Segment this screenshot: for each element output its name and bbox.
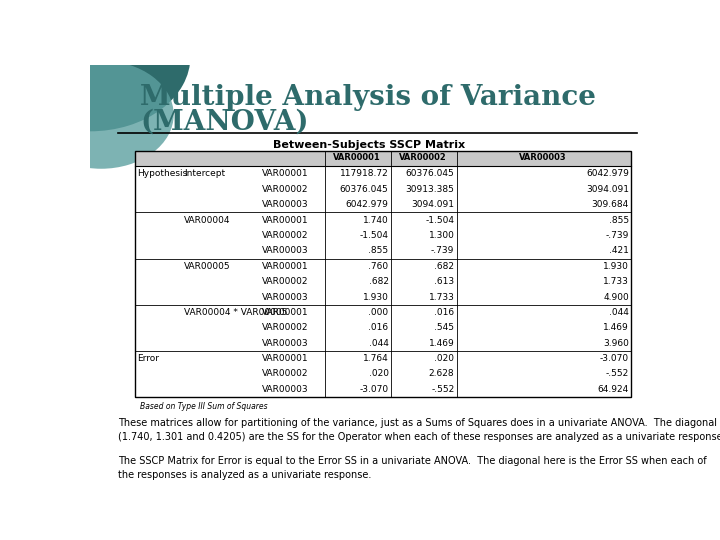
Text: VAR00002: VAR00002 [262, 369, 308, 379]
Text: VAR00001: VAR00001 [262, 262, 308, 271]
Text: These matrices allow for partitioning of the variance, just as a Sums of Squares: These matrices allow for partitioning of… [118, 418, 720, 442]
Text: .016: .016 [369, 323, 389, 332]
Text: VAR00002: VAR00002 [262, 323, 308, 332]
Text: The SSCP Matrix for Error is equal to the Error SS in a univariate ANOVA.  The d: The SSCP Matrix for Error is equal to th… [118, 456, 706, 480]
Text: 1.469: 1.469 [603, 323, 629, 332]
Text: VAR00004 * VAR00005: VAR00004 * VAR00005 [184, 308, 287, 317]
Text: 60376.045: 60376.045 [340, 185, 389, 194]
Text: VAR00004: VAR00004 [184, 215, 230, 225]
Text: 1.733: 1.733 [428, 293, 454, 301]
Text: -1.504: -1.504 [426, 215, 454, 225]
Text: -3.070: -3.070 [600, 354, 629, 363]
Text: 6042.979: 6042.979 [586, 170, 629, 178]
Text: .760: .760 [369, 262, 389, 271]
Text: 6042.979: 6042.979 [346, 200, 389, 209]
Text: 2.628: 2.628 [428, 369, 454, 379]
Text: 1.764: 1.764 [363, 354, 389, 363]
Text: VAR00002: VAR00002 [262, 231, 308, 240]
Text: .855: .855 [369, 246, 389, 255]
Text: VAR00002: VAR00002 [262, 185, 308, 194]
Bar [135, 151, 631, 397]
Text: 3094.091: 3094.091 [411, 200, 454, 209]
Text: -1.504: -1.504 [359, 231, 389, 240]
Text: 117918.72: 117918.72 [340, 170, 389, 178]
Text: VAR00001: VAR00001 [262, 354, 308, 363]
Text: Error: Error [138, 354, 159, 363]
Text: -3.070: -3.070 [359, 385, 389, 394]
Text: .421: .421 [609, 246, 629, 255]
Text: .000: .000 [369, 308, 389, 317]
Text: 60376.045: 60376.045 [405, 170, 454, 178]
Text: .016: .016 [434, 308, 454, 317]
Text: Hypothesis: Hypothesis [138, 170, 188, 178]
Text: .682: .682 [369, 277, 389, 286]
Text: VAR00003: VAR00003 [262, 293, 308, 301]
Text: 30913.385: 30913.385 [405, 185, 454, 194]
Text: VAR00003: VAR00003 [262, 339, 308, 348]
Text: .682: .682 [434, 262, 454, 271]
Text: Between-Subjects SSCP Matrix: Between-Subjects SSCP Matrix [273, 140, 465, 151]
Text: .613: .613 [434, 277, 454, 286]
Text: .044: .044 [609, 308, 629, 317]
Text: -.739: -.739 [606, 231, 629, 240]
Text: VAR00003: VAR00003 [262, 200, 308, 209]
Text: .020: .020 [434, 354, 454, 363]
Text: .545: .545 [434, 323, 454, 332]
Text: Intercept: Intercept [184, 170, 225, 178]
Text: 1.469: 1.469 [428, 339, 454, 348]
Text: 1.740: 1.740 [363, 215, 389, 225]
Text: Based on Type III Sum of Squares: Based on Type III Sum of Squares [140, 402, 268, 411]
Text: VAR00001: VAR00001 [262, 308, 308, 317]
Text: 1.300: 1.300 [428, 231, 454, 240]
Text: 1.733: 1.733 [603, 277, 629, 286]
Text: -.552: -.552 [606, 369, 629, 379]
Text: (MANOVA): (MANOVA) [140, 109, 309, 136]
Text: VAR00001: VAR00001 [262, 215, 308, 225]
Text: VAR00005: VAR00005 [184, 262, 230, 271]
Text: .020: .020 [369, 369, 389, 379]
Text: VAR00003: VAR00003 [262, 385, 308, 394]
Text: VAR00003: VAR00003 [262, 246, 308, 255]
Text: 309.684: 309.684 [592, 200, 629, 209]
Text: VAR00002: VAR00002 [262, 277, 308, 286]
Text: 1.930: 1.930 [363, 293, 389, 301]
Text: 1.930: 1.930 [603, 262, 629, 271]
Text: VAR00001: VAR00001 [333, 152, 381, 161]
Text: 4.900: 4.900 [603, 293, 629, 301]
Text: VAR00003: VAR00003 [519, 152, 567, 161]
Text: -.739: -.739 [431, 246, 454, 255]
Text: 3094.091: 3094.091 [586, 185, 629, 194]
Text: .855: .855 [609, 215, 629, 225]
Text: VAR00001: VAR00001 [262, 170, 308, 178]
Wedge shape [0, 0, 190, 131]
Text: .044: .044 [369, 339, 389, 348]
Text: Multiple Analysis of Variance: Multiple Analysis of Variance [140, 84, 596, 111]
Bar [135, 151, 631, 166]
Text: 64.924: 64.924 [598, 385, 629, 394]
Text: 3.960: 3.960 [603, 339, 629, 348]
Text: VAR00002: VAR00002 [399, 152, 446, 161]
Wedge shape [29, 60, 174, 168]
Text: -.552: -.552 [431, 385, 454, 394]
